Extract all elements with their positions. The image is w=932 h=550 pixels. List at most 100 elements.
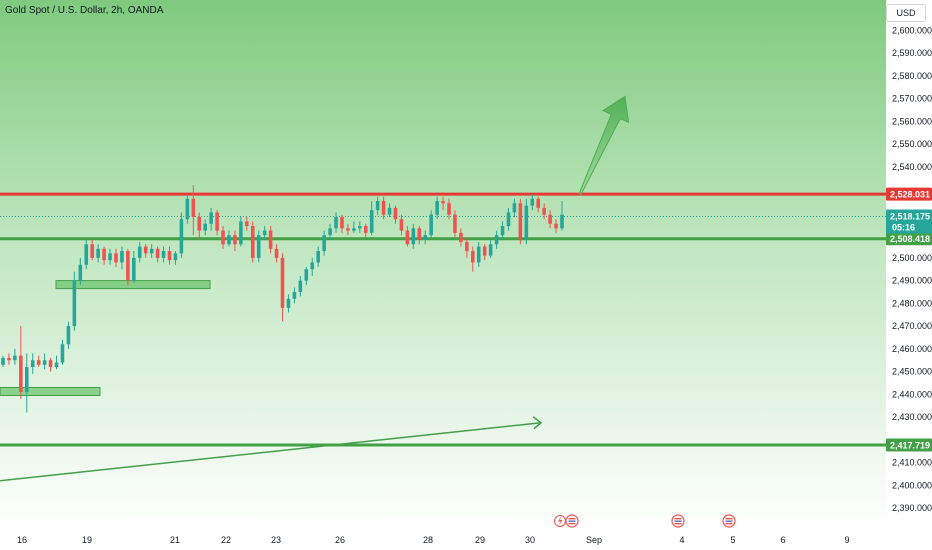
candle[interactable]: [536, 196, 540, 213]
candle[interactable]: [66, 321, 71, 349]
candle[interactable]: [453, 210, 457, 238]
candle[interactable]: [494, 230, 499, 249]
candle[interactable]: [399, 214, 404, 236]
candle[interactable]: [524, 198, 529, 245]
candle[interactable]: [167, 246, 172, 265]
candle[interactable]: [173, 251, 178, 265]
candle[interactable]: [179, 212, 184, 258]
candle[interactable]: [132, 251, 136, 283]
candle[interactable]: [482, 244, 487, 261]
candle[interactable]: [60, 339, 65, 365]
candle[interactable]: [465, 237, 469, 258]
candle[interactable]: [548, 210, 552, 229]
candle[interactable]: [488, 239, 493, 258]
candle[interactable]: [120, 246, 124, 270]
candle[interactable]: [25, 353, 29, 413]
candle[interactable]: [209, 207, 213, 231]
candle[interactable]: [375, 196, 380, 215]
candle[interactable]: [96, 244, 100, 263]
candle[interactable]: [84, 239, 89, 270]
candle[interactable]: [72, 271, 77, 331]
candle[interactable]: [268, 226, 273, 254]
candle[interactable]: [233, 230, 237, 252]
candle[interactable]: [36, 355, 41, 368]
candle[interactable]: [262, 226, 267, 240]
candle[interactable]: [191, 185, 196, 236]
candle[interactable]: [221, 226, 225, 249]
candle[interactable]: [381, 196, 386, 220]
candle[interactable]: [155, 246, 160, 263]
candle[interactable]: [310, 257, 315, 277]
candle[interactable]: [316, 246, 320, 267]
candle[interactable]: [518, 198, 523, 245]
candle[interactable]: [1, 355, 5, 368]
candle[interactable]: [560, 201, 564, 231]
candle[interactable]: [42, 353, 47, 370]
candle[interactable]: [126, 248, 130, 286]
candle[interactable]: [358, 221, 362, 233]
candle[interactable]: [500, 221, 505, 240]
economic-event-icon[interactable]: [565, 514, 579, 528]
candle[interactable]: [459, 228, 463, 247]
candle[interactable]: [506, 207, 511, 231]
candle[interactable]: [48, 357, 53, 372]
candle[interactable]: [405, 226, 410, 247]
candle[interactable]: [322, 230, 326, 256]
candle[interactable]: [13, 348, 17, 365]
candle[interactable]: [239, 216, 243, 247]
candle[interactable]: [203, 219, 207, 236]
candle[interactable]: [363, 223, 368, 238]
candle[interactable]: [227, 230, 231, 247]
candle[interactable]: [304, 266, 309, 286]
candle[interactable]: [215, 210, 219, 236]
candle[interactable]: [334, 212, 338, 233]
candle[interactable]: [292, 287, 297, 304]
trendline[interactable]: [0, 421, 542, 482]
candle[interactable]: [512, 198, 517, 217]
candle[interactable]: [542, 203, 546, 220]
candle[interactable]: [387, 203, 392, 217]
candle[interactable]: [369, 201, 374, 236]
candle[interactable]: [54, 355, 59, 370]
candle[interactable]: [352, 221, 356, 233]
candle[interactable]: [447, 198, 451, 220]
candle[interactable]: [245, 216, 249, 231]
candle[interactable]: [250, 221, 255, 263]
candle[interactable]: [411, 223, 416, 249]
candle[interactable]: [114, 248, 118, 267]
dividend-event-icon[interactable]: [554, 515, 566, 527]
candle[interactable]: [530, 194, 535, 211]
candle[interactable]: [328, 223, 332, 240]
currency-button[interactable]: USD: [886, 4, 926, 22]
candle[interactable]: [185, 194, 190, 224]
candle[interactable]: [161, 246, 166, 263]
candle[interactable]: [429, 210, 433, 240]
economic-event-icon[interactable]: [671, 514, 685, 528]
demand-zone[interactable]: [0, 386, 101, 396]
candle[interactable]: [471, 246, 475, 272]
candle[interactable]: [108, 248, 112, 265]
candle[interactable]: [102, 246, 106, 265]
candle[interactable]: [423, 230, 428, 245]
candle[interactable]: [441, 196, 445, 211]
candle[interactable]: [476, 241, 481, 267]
candle[interactable]: [435, 196, 439, 220]
candle[interactable]: [137, 241, 142, 263]
candle[interactable]: [197, 212, 202, 240]
candle[interactable]: [7, 353, 11, 365]
candle[interactable]: [346, 223, 350, 236]
candle[interactable]: [143, 244, 148, 258]
candle[interactable]: [274, 244, 279, 263]
candle[interactable]: [256, 230, 261, 263]
candle[interactable]: [340, 214, 344, 233]
candle[interactable]: [286, 294, 291, 313]
candle[interactable]: [554, 219, 558, 233]
economic-event-icon[interactable]: [722, 514, 736, 528]
demand-zone[interactable]: [55, 280, 211, 290]
candle[interactable]: [417, 226, 422, 245]
candle[interactable]: [280, 253, 285, 322]
candle[interactable]: [298, 276, 303, 297]
candle[interactable]: [393, 205, 398, 224]
candle[interactable]: [19, 326, 23, 399]
